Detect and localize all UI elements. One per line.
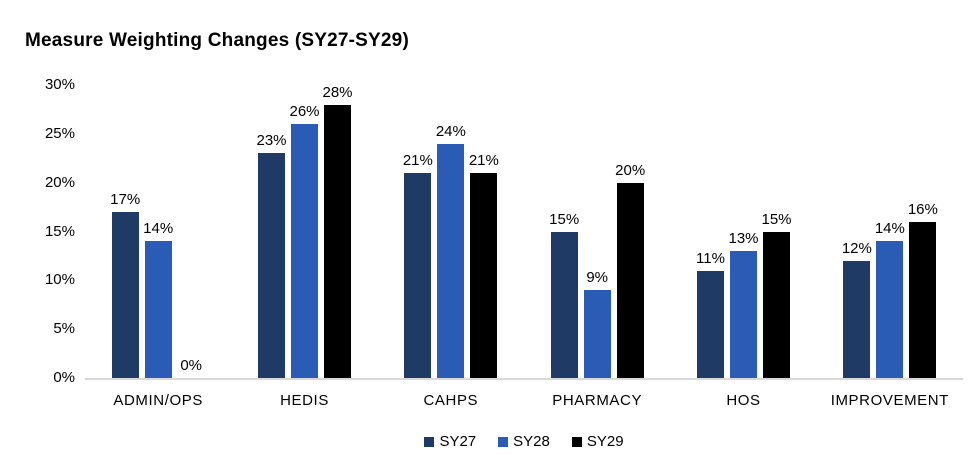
legend-swatch-icon (498, 436, 509, 447)
data-label: 16% (907, 200, 938, 218)
data-label: 21% (402, 151, 433, 169)
data-label: 15% (761, 210, 792, 228)
data-label: 14% (874, 220, 905, 238)
bar-sy28-improvement (876, 241, 904, 378)
y-axis-tick-label: 15% (44, 222, 75, 240)
y-axis-tick-label: 20% (44, 173, 75, 191)
data-label: 23% (256, 132, 287, 150)
data-label: 26% (289, 103, 320, 121)
y-axis-tick-label: 25% (44, 124, 75, 142)
bar-sy27-admin-ops (111, 211, 139, 378)
bar-sy29-improvement (909, 221, 937, 378)
legend-swatch-icon (571, 436, 582, 447)
category-label: IMPROVEMENT (830, 392, 949, 409)
legend: SY27 SY28 SY29 (85, 433, 963, 450)
y-axis-tick-label: 30% (44, 76, 75, 93)
bar-sy28-pharmacy (583, 290, 611, 378)
data-label: 17% (110, 190, 141, 208)
data-label: 21% (468, 151, 499, 169)
legend-item-sy29: SY29 (571, 433, 624, 450)
legend-label: SY28 (513, 433, 550, 450)
chart-title: Measure Weighting Changes (SY27-SY29) (25, 30, 409, 51)
category-label: ADMIN/OPS (113, 392, 203, 409)
bar-sy29-hos (763, 231, 790, 378)
bar-sy27-hedis (258, 153, 285, 378)
data-label: 24% (435, 122, 466, 140)
bar-sy28-admin-ops (144, 241, 172, 378)
legend-item-sy28: SY28 (498, 433, 550, 450)
category-label: CAHPS (423, 392, 479, 409)
data-label: 14% (143, 220, 174, 238)
category-label: HOS (726, 392, 761, 409)
data-label: 28% (322, 83, 353, 101)
data-label: 20% (615, 161, 646, 179)
bar-sy28-hos (730, 251, 757, 378)
bar-sy29-cahps (470, 172, 498, 378)
data-label: 11% (696, 249, 725, 267)
bar-sy29-hedis (324, 104, 351, 378)
category-label: PHARMACY (552, 392, 643, 409)
data-label: 9% (586, 269, 608, 287)
y-axis-tick-label: 5% (53, 320, 75, 338)
y-axis-tick-label: 10% (44, 271, 75, 289)
bar-sy29-pharmacy (616, 182, 644, 378)
legend-item-sy27: SY27 (424, 433, 476, 450)
category-label: HEDIS (280, 392, 329, 409)
legend-label: SY27 (439, 433, 477, 450)
legend-swatch-icon (424, 436, 435, 447)
legend-label: SY29 (586, 433, 624, 450)
bar-sy27-improvement (843, 260, 871, 378)
x-axis-line (85, 378, 963, 380)
data-label: 0% (180, 357, 202, 374)
bar-sy27-hos (697, 270, 724, 378)
bar-sy27-pharmacy (550, 231, 578, 378)
y-axis-tick-label: 0% (53, 369, 75, 386)
bar-sy28-cahps (437, 143, 465, 378)
data-label: 15% (549, 210, 580, 228)
bar-sy27-cahps (404, 172, 432, 378)
bar-sy28-hedis (291, 124, 318, 378)
data-label: 12% (841, 239, 872, 257)
data-label: 13% (728, 230, 759, 248)
